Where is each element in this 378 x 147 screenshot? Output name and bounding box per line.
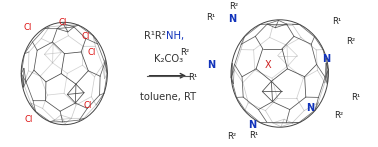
Text: X: X: [265, 60, 272, 70]
Text: Cl: Cl: [87, 48, 96, 57]
Text: R²: R²: [346, 37, 355, 46]
Text: Cl: Cl: [24, 115, 33, 124]
Text: Cl: Cl: [23, 23, 31, 32]
Text: N: N: [306, 103, 314, 113]
Text: Cl: Cl: [82, 32, 90, 41]
Text: R¹: R¹: [206, 13, 215, 22]
Text: R²: R²: [180, 48, 189, 57]
Text: N: N: [208, 60, 216, 70]
Text: Cl: Cl: [58, 18, 67, 27]
Text: R¹: R¹: [249, 131, 259, 141]
Text: R¹: R¹: [333, 17, 342, 26]
Text: R²: R²: [229, 2, 238, 11]
Text: Cl: Cl: [84, 101, 92, 110]
Text: N: N: [248, 120, 257, 130]
Text: K₂CO₃: K₂CO₃: [153, 54, 183, 64]
Text: toluene, RT: toluene, RT: [140, 92, 196, 102]
Text: N: N: [322, 54, 330, 64]
Text: R²: R²: [227, 132, 236, 141]
Text: NH,: NH,: [166, 31, 184, 41]
Text: R¹R²: R¹R²: [144, 31, 166, 41]
Text: R¹: R¹: [188, 73, 197, 82]
Text: N: N: [228, 14, 236, 24]
Text: R²: R²: [334, 111, 343, 120]
Text: R¹: R¹: [352, 93, 361, 102]
